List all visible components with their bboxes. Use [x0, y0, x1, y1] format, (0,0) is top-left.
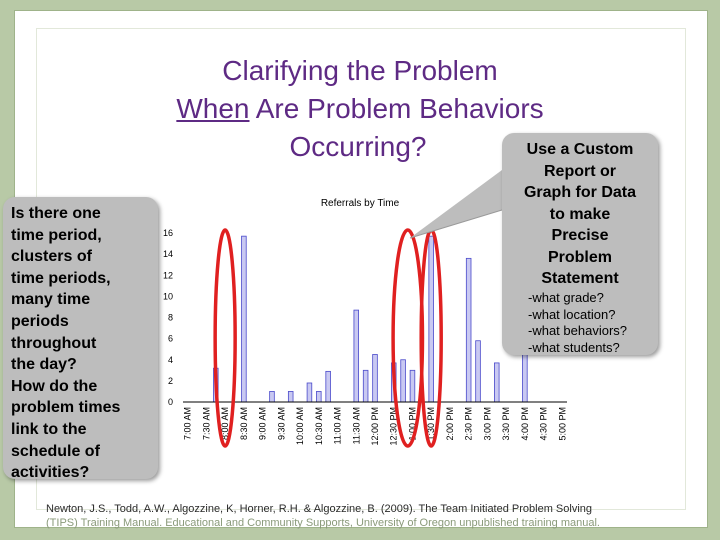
bar	[316, 391, 322, 403]
bar	[287, 391, 294, 403]
bar	[409, 369, 416, 403]
callout-line: Problem	[547, 248, 612, 266]
slide-title: Clarifying the Problem When Are Problem …	[100, 52, 620, 166]
callout-line: Statement	[541, 270, 619, 287]
callout-box: Use a Custom Report or Graph for Data to…	[502, 133, 658, 355]
bar	[306, 382, 313, 403]
highlight-oval	[213, 228, 237, 448]
x-tick-label: 7:30 AM	[201, 407, 211, 440]
title-line-1: Clarifying the Problem	[222, 55, 498, 86]
y-tick-label: 8	[168, 313, 173, 323]
question-box: Is there one time period, clusters of ti…	[3, 197, 158, 481]
x-tick-label: 2:00 PM	[445, 407, 455, 441]
callout-question: -what grade?	[528, 290, 604, 305]
x-tick-label: 11:00 AM	[333, 407, 343, 444]
question-line: Is there one	[11, 205, 101, 222]
citation: Newton, J.S., Todd, A.W., Algozzine, K, …	[46, 502, 666, 530]
x-tick-label: 10:30 AM	[314, 407, 324, 445]
question-line: link to the	[11, 420, 87, 438]
highlight-ovals	[213, 228, 443, 448]
title-when: When	[176, 93, 250, 124]
x-axis: 7:00 AM 7:30 AM 8:00 AM 8:30 AM 9:00 AM 9:30 …	[183, 401, 567, 446]
x-tick-label: 5:00 PM	[557, 407, 567, 441]
callout-line: Precise	[551, 227, 609, 244]
question-line: periods	[11, 312, 69, 330]
bar	[325, 370, 331, 403]
citation-line-2: (TIPS) Training Manual. Educational and …	[46, 517, 600, 529]
y-tick-label: 14	[163, 249, 173, 259]
x-tick-label: 9:30 AM	[276, 407, 286, 440]
x-tick-label: 11:30 AM	[351, 407, 361, 444]
callout-text: Use a Custom Report or Graph for Data to…	[502, 139, 658, 290]
callout-question: -what students?	[528, 339, 620, 355]
question-line: time periods,	[11, 269, 111, 287]
x-tick-label: 7:00 AM	[183, 407, 193, 440]
x-tick-label: 1:30 PM	[426, 407, 436, 441]
x-tick-label: 4:00 PM	[520, 407, 530, 441]
y-tick-label: 6	[168, 334, 173, 344]
callout-line: to make	[549, 205, 611, 223]
bar	[362, 369, 369, 403]
bar	[241, 235, 247, 403]
y-tick-label: 0	[168, 397, 173, 407]
x-tick-label: 12:00 PM	[370, 407, 380, 446]
question-line: How do the	[11, 377, 98, 395]
x-tick-label: 8:30 AM	[239, 407, 249, 440]
chart-title: Referrals by Time	[321, 198, 400, 209]
question-line: problem times	[11, 399, 121, 417]
question-line: schedule of	[11, 442, 100, 460]
bar	[494, 362, 500, 403]
y-tick-label: 2	[168, 376, 173, 386]
bar	[465, 257, 472, 403]
callout-line: Graph for Data	[523, 184, 636, 201]
x-tick-label: 10:00 AM	[295, 407, 305, 445]
title-line-2: When Are Problem Behaviors	[100, 90, 620, 128]
callout-line: Use a Custom	[526, 141, 634, 158]
bars	[213, 235, 528, 403]
x-tick-label: 4:30 PM	[539, 407, 549, 441]
bar	[475, 340, 481, 403]
citation-line-1: Newton, J.S., Todd, A.W., Algozzine, K, …	[46, 503, 592, 515]
callout-bubble	[502, 133, 658, 355]
x-tick-label: 3:00 PM	[482, 407, 492, 441]
question-line: the day?	[11, 356, 77, 374]
bar	[428, 235, 434, 403]
question-line: throughout	[11, 334, 97, 352]
callout-pointer	[409, 170, 503, 239]
x-tick-label: 2:30 PM	[464, 407, 474, 441]
callout-line: Report or	[544, 162, 616, 180]
bar	[400, 359, 406, 403]
question-line: many time	[11, 291, 91, 309]
y-axis: 0 2 4 6 8 10 12 14 16	[163, 228, 173, 407]
bar	[353, 309, 360, 403]
callout-questions: -what grade? -what location? -what behav…	[528, 290, 627, 356]
y-tick-label: 12	[163, 270, 173, 280]
callout-question: -what behaviors?	[528, 323, 627, 338]
question-line: time period,	[11, 226, 102, 244]
x-tick-label: 1:00 PM	[407, 407, 417, 441]
title-line-3: Occurring?	[289, 131, 427, 162]
title-line-2-rest: Are Problem Behaviors	[249, 93, 544, 124]
y-tick-label: 16	[163, 228, 173, 238]
x-tick-label: 3:30 PM	[501, 407, 511, 441]
y-tick-label: 10	[163, 291, 173, 301]
y-tick-label: 4	[168, 355, 173, 365]
x-tick-label: 9:00 AM	[258, 407, 268, 440]
bar	[269, 391, 275, 403]
x-tick-label: 8:00 AM	[220, 407, 230, 440]
callout-question: -what location?	[528, 306, 616, 322]
bar	[372, 354, 378, 403]
question-line: activities?	[11, 464, 90, 482]
x-tick-label: 12:30 PM	[389, 407, 399, 446]
question-line: clusters of	[11, 248, 92, 266]
